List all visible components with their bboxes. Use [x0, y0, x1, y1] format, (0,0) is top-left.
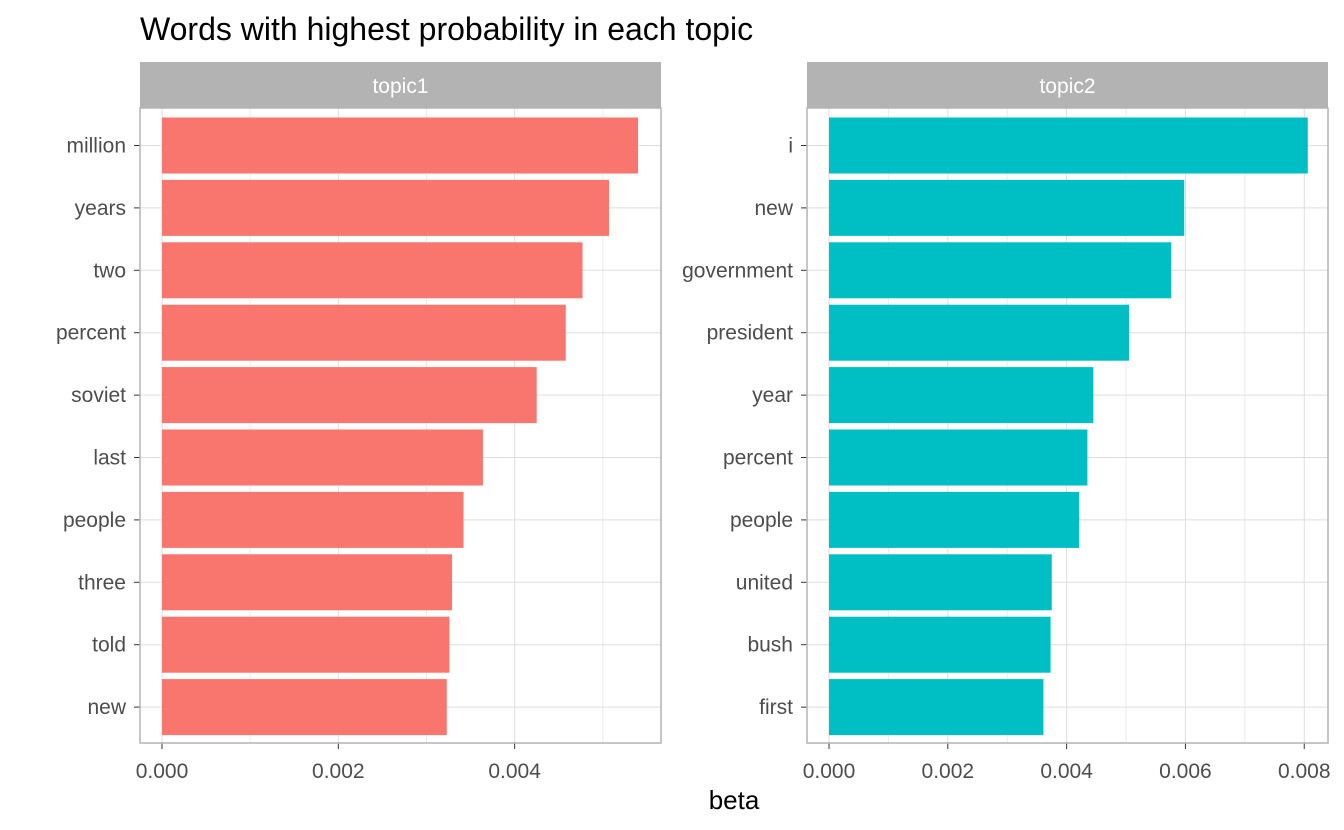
y-tick-label: million	[66, 135, 126, 158]
y-tick-label: i	[788, 135, 793, 158]
y-tick-label: new	[754, 197, 793, 220]
x-axis-label: beta	[709, 785, 760, 815]
y-tick-label: two	[93, 259, 126, 282]
y-tick-label: government	[682, 259, 793, 282]
bar-topic1-two	[162, 242, 583, 299]
bar-topic1-last	[162, 429, 483, 486]
bar-topic2-government	[829, 242, 1172, 299]
bar-topic2-first	[829, 679, 1044, 736]
y-tick-label: bush	[747, 634, 793, 657]
y-tick-label: year	[752, 384, 793, 407]
x-tick-label: 0.006	[1159, 760, 1212, 783]
bar-topic1-percent	[162, 304, 566, 361]
bar-topic1-new	[162, 679, 447, 736]
bar-topic2-new	[829, 179, 1185, 236]
y-tick-label: people	[730, 509, 793, 532]
y-tick-label: last	[93, 447, 126, 470]
y-tick-label: told	[92, 634, 126, 657]
y-tick-label: soviet	[71, 384, 126, 407]
y-tick-label: new	[87, 696, 126, 719]
x-tick-label: 0.002	[312, 760, 365, 783]
facet-panel-topic2: topic2 i new government president year percent…	[682, 62, 1331, 783]
y-tick-label: people	[63, 509, 126, 532]
bar-topic1-told	[162, 616, 450, 673]
bar-topic2-percent	[829, 429, 1088, 486]
bar-topic2-year	[829, 367, 1094, 424]
x-tick-label: 0.004	[488, 760, 541, 783]
facet-strip	[807, 62, 1328, 108]
facet-panels: topic1 million years two percent soviet last pe…	[56, 62, 1331, 783]
bar-topic1-three	[162, 554, 453, 611]
y-tick-label: percent	[723, 447, 793, 470]
bar-topic1-years	[162, 179, 609, 236]
panel-border	[806, 107, 1329, 744]
facet-panel-topic1: topic1 million years two percent soviet last pe…	[56, 62, 662, 783]
y-tick-label: three	[78, 571, 126, 594]
x-tick-label: 0.000	[803, 760, 856, 783]
y-tick-label: first	[759, 696, 793, 719]
bar-topic2-i	[829, 117, 1308, 174]
y-tick-label: president	[707, 322, 794, 345]
facet-strip	[140, 62, 661, 108]
x-tick-label: 0.000	[136, 760, 189, 783]
bar-topic2-bush	[829, 616, 1051, 673]
y-tick-label: percent	[56, 322, 126, 345]
bar-topic1-million	[162, 117, 639, 174]
bar-topic2-people	[829, 491, 1080, 548]
x-tick-label: 0.008	[1278, 760, 1331, 783]
facet-strip-label: topic1	[372, 75, 428, 98]
bar-topic1-soviet	[162, 367, 537, 424]
x-tick-label: 0.002	[922, 760, 975, 783]
bar-topic1-people	[162, 491, 464, 548]
facet-strip-label: topic2	[1039, 75, 1095, 98]
x-tick-label: 0.004	[1040, 760, 1093, 783]
panel-border	[139, 107, 662, 744]
y-tick-label: years	[75, 197, 126, 220]
bar-topic2-united	[829, 554, 1052, 611]
bar-topic2-president	[829, 304, 1129, 361]
y-tick-label: united	[736, 571, 793, 594]
chart-title: Words with highest probability in each t…	[140, 11, 753, 47]
